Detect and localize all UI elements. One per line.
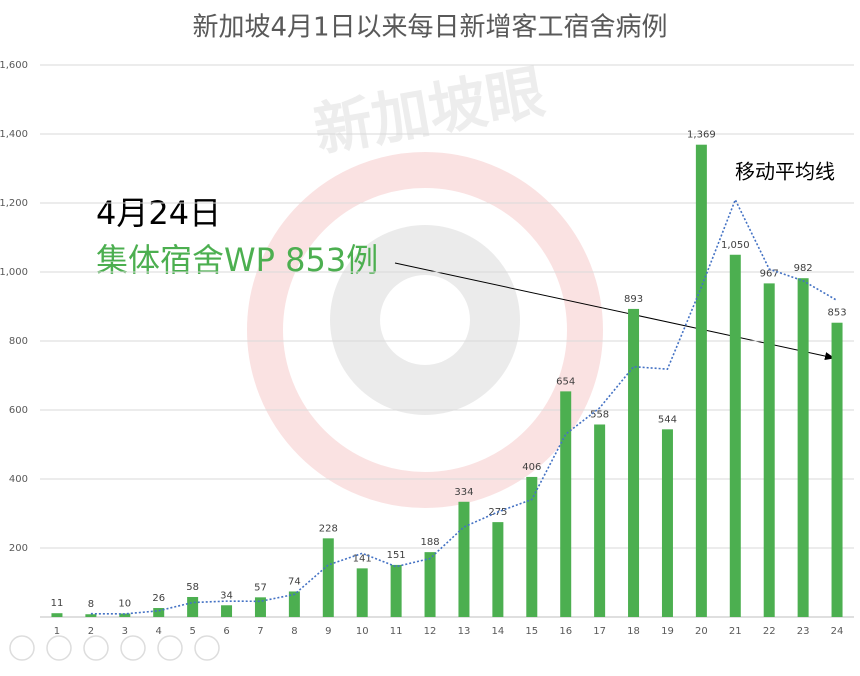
legend-label: 移动平均线	[735, 160, 835, 184]
value-label: 893	[624, 294, 643, 305]
value-label: 26	[152, 593, 165, 604]
moving-average-line	[90, 197, 838, 615]
bar	[221, 605, 233, 617]
annotation-text: 集体宿舍WP 853例	[96, 241, 378, 279]
x-tick-label: 21	[729, 626, 742, 637]
bar	[390, 564, 402, 617]
bar	[695, 144, 707, 617]
x-tick-label: 8	[291, 626, 297, 637]
x-tick-label: 9	[325, 626, 331, 637]
toolbar	[9, 635, 220, 661]
y-tick-label: 600	[9, 405, 28, 416]
arrow	[394, 262, 835, 361]
x-tick-label: 24	[831, 626, 844, 637]
bar	[763, 283, 775, 617]
value-label: 558	[590, 409, 609, 420]
value-label: 853	[827, 308, 846, 319]
bar	[288, 591, 300, 617]
y-tick-label: 1,600	[0, 60, 28, 71]
bar	[797, 278, 809, 617]
y-tick-label: 1,400	[0, 129, 28, 140]
bar	[594, 424, 606, 617]
x-tick-label: 7	[257, 626, 263, 637]
bar	[254, 597, 266, 617]
value-label: 654	[556, 376, 575, 387]
value-label: 57	[254, 582, 267, 593]
x-tick-label: 6	[223, 626, 229, 637]
x-tick-label: 2	[88, 626, 94, 637]
y-tick-label: 800	[9, 336, 28, 347]
value-label: 141	[353, 553, 372, 564]
x-tick-label: 1	[54, 626, 60, 637]
y-tick-label: 1,000	[0, 267, 28, 278]
x-tick-label: 22	[763, 626, 776, 637]
value-label: 11	[51, 598, 64, 609]
value-label: 967	[760, 268, 779, 279]
value-label: 10	[118, 599, 131, 610]
value-label: 544	[658, 414, 677, 425]
x-tick-label: 15	[525, 626, 538, 637]
bar	[153, 608, 165, 617]
x-tick-label: 14	[492, 626, 505, 637]
value-label: 151	[387, 550, 406, 561]
bar	[187, 596, 199, 617]
value-label: 34	[220, 590, 233, 601]
bar	[661, 429, 673, 617]
x-tick-label: 20	[695, 626, 708, 637]
x-tick-label: 3	[122, 626, 128, 637]
bar	[628, 308, 640, 617]
bar	[85, 614, 97, 617]
x-tick-label: 18	[627, 626, 640, 637]
bar	[322, 538, 334, 617]
watermark-text: 新加坡眼	[309, 58, 549, 165]
x-tick-label: 12	[424, 626, 437, 637]
bar	[119, 613, 131, 617]
value-label: 188	[420, 537, 439, 548]
bar	[51, 613, 63, 617]
value-label: 1,050	[721, 240, 750, 251]
bar	[356, 568, 368, 617]
bar	[526, 476, 538, 617]
bar	[424, 552, 436, 617]
bar	[560, 391, 572, 617]
value-label: 228	[319, 523, 338, 534]
value-label: 74	[288, 576, 301, 587]
x-tick-label: 19	[661, 626, 674, 637]
value-label: 334	[454, 487, 473, 498]
bar	[729, 254, 741, 617]
value-label: 8	[88, 599, 94, 610]
x-tick-label: 13	[458, 626, 471, 637]
x-tick-label: 4	[156, 626, 162, 637]
y-tick-label: 1,200	[0, 198, 28, 209]
x-tick-label: 5	[189, 626, 195, 637]
value-label: 1,369	[687, 130, 716, 141]
value-label: 406	[522, 462, 541, 473]
value-label: 58	[186, 582, 199, 593]
annotation-date: 4月24日	[96, 194, 221, 232]
bar	[831, 322, 843, 617]
x-tick-label: 10	[356, 626, 369, 637]
value-label: 982	[794, 263, 813, 274]
y-tick-label: 200	[9, 543, 28, 554]
bar	[458, 501, 470, 617]
x-tick-label: 23	[797, 626, 810, 637]
y-tick-label: 400	[9, 474, 28, 485]
chart-title: 新加坡4月1日以来每日新增客工宿舍病例	[192, 13, 667, 43]
bar	[492, 522, 504, 617]
x-tick-label: 17	[593, 626, 606, 637]
x-tick-label: 16	[559, 626, 572, 637]
x-tick-label: 11	[390, 626, 403, 637]
